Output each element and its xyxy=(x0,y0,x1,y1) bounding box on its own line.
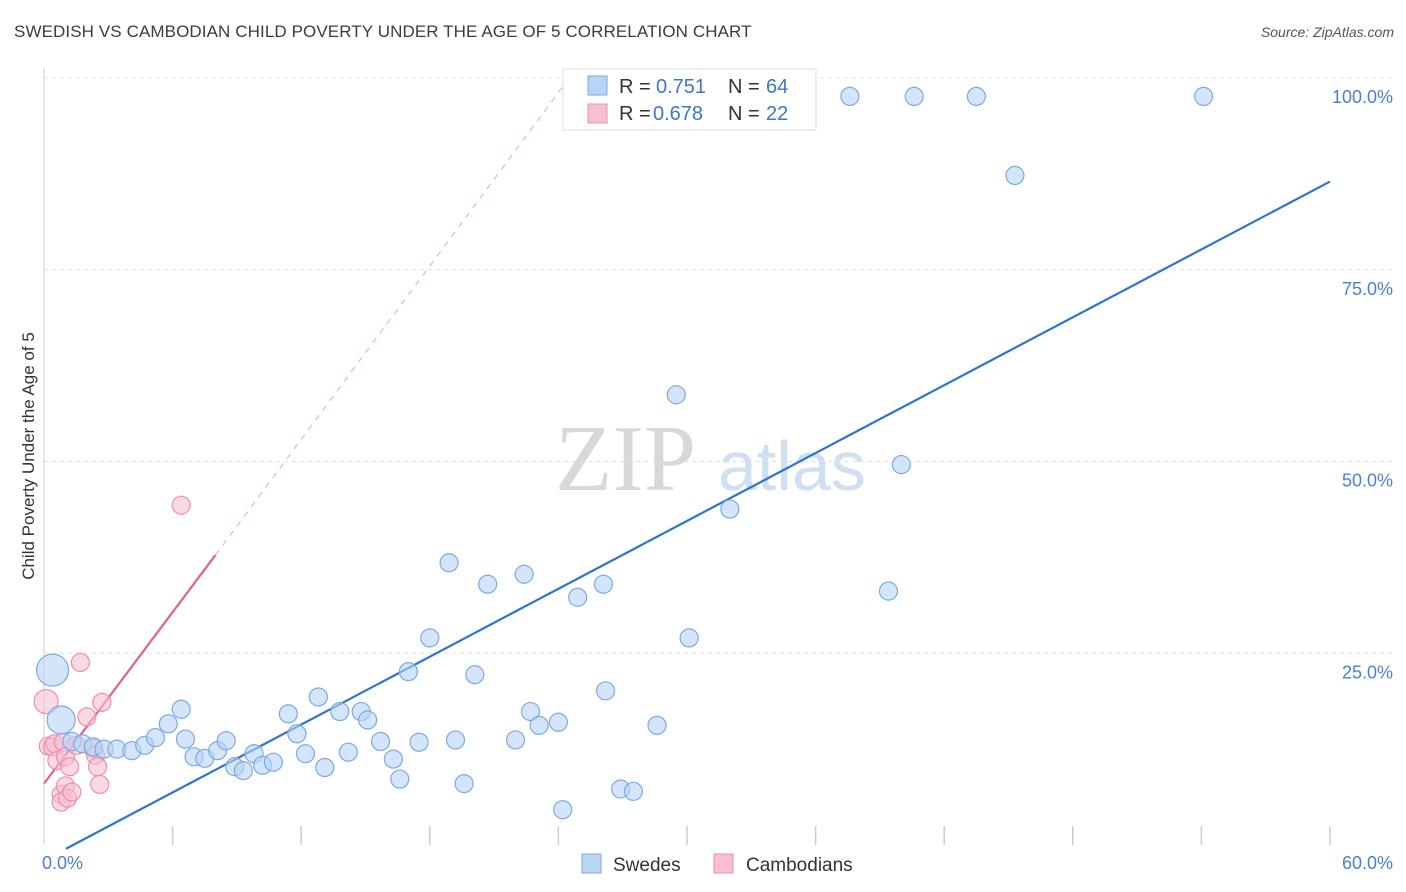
legend-swatch-cambodians xyxy=(587,103,608,124)
point-swedes-59 xyxy=(891,454,911,475)
bottom-legend: Swedes Cambodians xyxy=(581,853,853,876)
legend-cambodians-n-value: 22 xyxy=(766,103,788,125)
point-swedes-38 xyxy=(445,730,466,750)
point-swedes-46 xyxy=(548,712,569,732)
legend-swedes-r-label: R = xyxy=(619,76,651,98)
y-tick-label-50: 50.0% xyxy=(1342,471,1393,491)
point-swedes-57 xyxy=(840,86,860,107)
point-swedes-32 xyxy=(383,749,403,769)
point-swedes-24 xyxy=(295,744,316,764)
point-swedes-51 xyxy=(623,781,644,801)
legend-swedes-r-value: 0.751 xyxy=(656,76,706,98)
legend-swedes-n-label: N = xyxy=(728,76,760,98)
point-cambodians-19 xyxy=(92,692,112,712)
point-swedes-16 xyxy=(216,731,236,751)
point-swedes-1 xyxy=(46,705,76,735)
point-swedes-10 xyxy=(158,714,178,734)
gridlines xyxy=(44,77,1393,654)
point-cambodians-13 xyxy=(70,652,91,673)
axes: 25.0% 50.0% 75.0% 100.0% 0.0% 60.0% xyxy=(42,68,1393,873)
legend-cambodians-r-label: R = xyxy=(619,103,651,125)
point-swedes-27 xyxy=(330,701,350,722)
point-cambodians-11 xyxy=(60,757,80,777)
point-swedes-23 xyxy=(287,724,307,744)
point-cambodians-20 xyxy=(171,495,191,515)
source-credit: Source: ZipAtlas.com xyxy=(1260,24,1394,40)
y-tick-label-75: 75.0% xyxy=(1342,279,1393,299)
point-swedes-36 xyxy=(420,628,440,648)
y-axis-label: Child Poverty Under the Age of 5 xyxy=(19,332,38,580)
point-swedes-18 xyxy=(233,761,253,781)
point-swedes-52 xyxy=(647,715,667,735)
point-swedes-43 xyxy=(514,564,534,584)
point-swedes-37 xyxy=(439,553,459,573)
point-swedes-11 xyxy=(171,699,191,719)
point-cambodians-14 xyxy=(77,707,97,727)
point-swedes-26 xyxy=(315,757,335,778)
legend-cambodians-n-label: N = xyxy=(728,103,760,125)
point-swedes-62 xyxy=(1005,165,1025,186)
point-swedes-34 xyxy=(398,662,418,682)
point-cambodians-0 xyxy=(33,688,59,715)
x-tick-label-min: 0.0% xyxy=(42,853,83,873)
trend-line-cambodians-extrapolated xyxy=(214,77,570,556)
legend-swatch-swedes xyxy=(587,75,608,96)
point-cambodians-12 xyxy=(62,782,82,802)
legend-box: R = 0.751 N = 64 R = 0.678 N = 22 xyxy=(562,68,817,131)
point-cambodians-17 xyxy=(87,757,108,777)
point-swedes-49 xyxy=(595,681,616,701)
point-swedes-60 xyxy=(904,86,924,107)
bottom-legend-swatch-cambodians xyxy=(713,853,734,874)
point-swedes-41 xyxy=(478,574,498,594)
point-swedes-0 xyxy=(35,653,70,687)
legend-cambodians-r-value: 0.678 xyxy=(653,103,703,125)
point-swedes-63 xyxy=(1193,86,1214,107)
point-swedes-9 xyxy=(145,728,166,748)
point-swedes-21 xyxy=(263,752,283,772)
point-swedes-28 xyxy=(338,742,358,762)
point-swedes-39 xyxy=(454,774,474,794)
trend-line-swedes xyxy=(65,180,1331,850)
point-swedes-47 xyxy=(568,587,588,607)
point-swedes-53 xyxy=(666,385,686,405)
point-swedes-12 xyxy=(175,729,196,749)
point-swedes-56 xyxy=(720,499,740,519)
x-tick-label-max: 60.0% xyxy=(1342,853,1393,873)
point-swedes-25 xyxy=(308,687,328,707)
point-swedes-55 xyxy=(553,800,573,820)
point-swedes-31 xyxy=(370,731,391,752)
watermark-zip: ZIP xyxy=(555,407,696,511)
point-swedes-35 xyxy=(409,732,429,752)
data-points xyxy=(33,86,1214,820)
point-cambodians-18 xyxy=(90,774,110,795)
chart-title: SWEDISH VS CAMBODIAN CHILD POVERTY UNDER… xyxy=(14,22,752,41)
point-swedes-54 xyxy=(679,628,699,648)
point-swedes-44 xyxy=(520,701,541,722)
y-tick-label-100: 100.0% xyxy=(1332,87,1393,107)
point-swedes-33 xyxy=(390,769,410,789)
bottom-legend-cambodians: Cambodians xyxy=(746,855,853,876)
point-swedes-48 xyxy=(593,574,614,594)
point-swedes-61 xyxy=(966,86,986,107)
y-tick-label-25: 25.0% xyxy=(1342,662,1393,682)
point-swedes-22 xyxy=(278,704,298,724)
bottom-legend-swatch-swedes xyxy=(581,853,602,874)
point-swedes-40 xyxy=(465,665,485,685)
point-swedes-30 xyxy=(358,710,378,730)
point-swedes-45 xyxy=(529,715,549,735)
legend-swedes-n-value: 64 xyxy=(766,76,788,98)
point-swedes-42 xyxy=(505,730,526,750)
point-swedes-58 xyxy=(878,581,899,601)
bottom-legend-swedes: Swedes xyxy=(613,855,681,876)
